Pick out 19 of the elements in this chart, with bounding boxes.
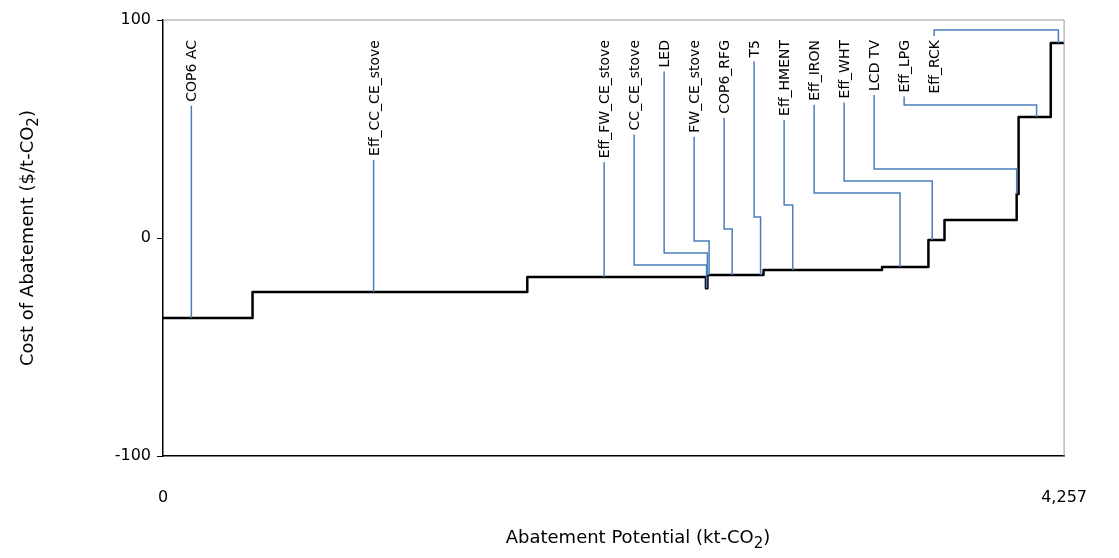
y-tick-label: 100 [120,9,151,29]
annotation: Eff_RCK [926,39,943,94]
x-axis-title: Abatement Potential (kt-CO$_{2}$) [504,526,772,552]
annotation: Eff_IRON [806,40,823,101]
annotation: Eff_CC_CE_stove [365,40,382,156]
y-tick-label: -100 [114,445,151,465]
annotation: CC_CE_stove [626,40,643,131]
annotation: COP6_RFG [716,40,733,114]
annotation: Eff_FW_CE_stove [596,40,613,159]
annotation: Eff_HMENT [776,39,793,116]
y-tick-label: 0 [140,227,151,247]
x-tick-label: 4,257 [1041,486,1087,506]
annotation: LED [656,40,673,68]
annotation: T5 [746,40,763,59]
annotation: Eff_LPG [896,40,913,93]
annotation: COP6 AC [183,39,200,102]
annotation: Eff_WHT [836,39,853,99]
annotation: FW_CE_stove [686,40,703,133]
annotation: LCD TV [866,39,883,91]
